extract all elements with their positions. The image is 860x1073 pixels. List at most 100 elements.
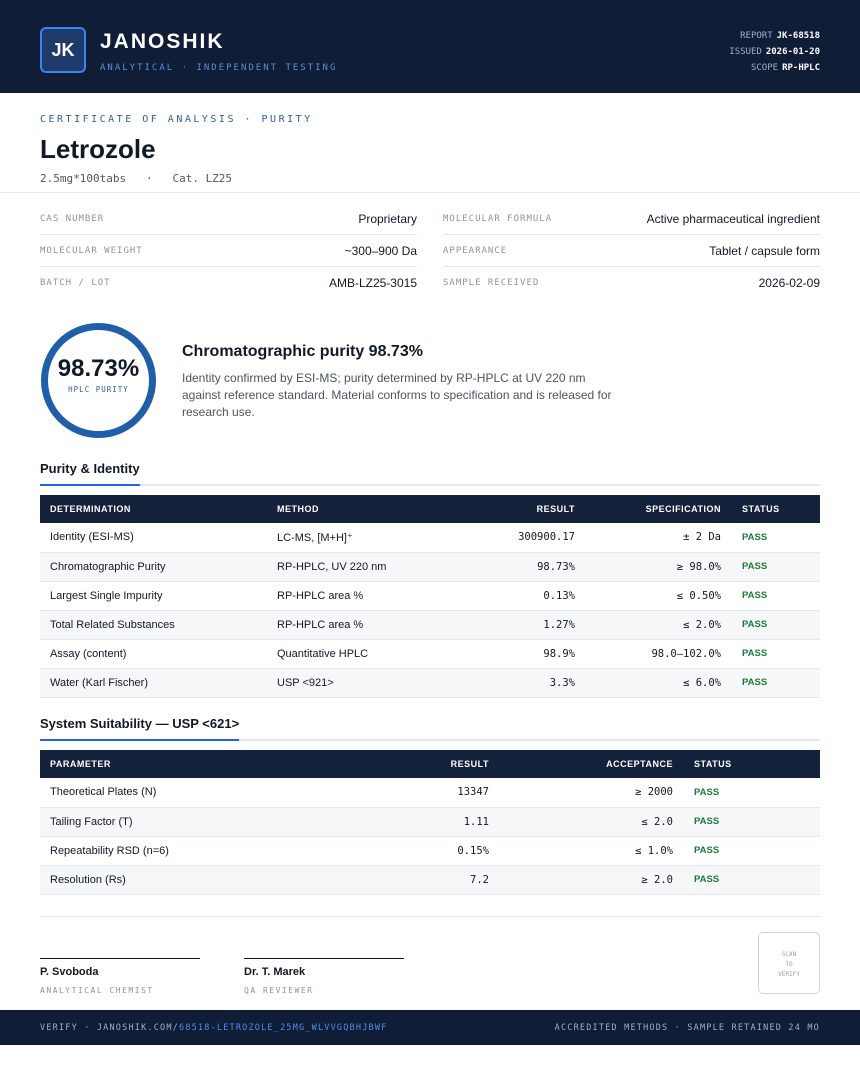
table-cell: ≤ 2.0 <box>490 807 674 837</box>
verify-line: VERIFY · JANOSHIK.COM/68518-LETROZOLE_25… <box>40 1023 387 1033</box>
table-cell: 1.27% <box>476 610 576 640</box>
table-row: Theoretical Plates (N) 13347 ≥ 2000 PASS <box>40 778 820 808</box>
tagline: ANALYTICAL · INDEPENDENT TESTING <box>100 63 338 73</box>
column-header: RESULT <box>340 750 490 778</box>
table-cell: PASS <box>674 865 820 895</box>
table-cell: Total Related Substances <box>40 610 276 640</box>
table-cell: Theoretical Plates (N) <box>40 778 340 808</box>
column-header: SPECIFICATION <box>576 495 722 523</box>
table-cell: Resolution (Rs) <box>40 865 340 895</box>
table-row: Chromatographic Purity RP-HPLC, UV 220 nm… <box>40 552 820 582</box>
table-cell: 300900.17 <box>476 523 576 553</box>
table-body: Theoretical Plates (N) 13347 ≥ 2000 PASS Tai… <box>40 778 820 895</box>
property: MOLECULAR FORMULA Active pharmaceutical i… <box>443 203 820 235</box>
stamp-text: SCAN <box>781 951 797 958</box>
table-cell: PASS <box>674 778 820 808</box>
table-cell: Water (Karl Fischer) <box>40 668 276 698</box>
table-cell: ≥ 2000 <box>490 778 674 808</box>
table-cell: ± 2 Da <box>576 523 722 553</box>
suitability-table: PARAMETER RESULT ACCEPTANCE STATUS Theoretic… <box>40 750 820 895</box>
properties: CAS NUMBER Proprietary MOLECULAR FORMULA Ac… <box>40 203 820 299</box>
column-header: STATUS <box>722 495 820 523</box>
property-value: AMB-LZ25-3015 <box>328 276 417 290</box>
property-value: Tablet / capsule form <box>709 243 820 258</box>
purity-ring <box>41 323 156 438</box>
signer-name: P. Svoboda <box>40 966 99 978</box>
purity-badge: 98.73% HPLC PURITY <box>40 355 157 394</box>
table-cell: 98.73% <box>476 552 576 582</box>
section-title-text: Purity & Identity <box>40 461 140 486</box>
table-cell: ≤ 2.0% <box>576 610 722 640</box>
property-value: Active pharmaceutical ingredient <box>646 211 820 226</box>
header-row: DETERMINATION METHOD RESULT SPECIFICATION ST… <box>40 495 820 523</box>
signer-role: QA REVIEWER <box>244 986 314 995</box>
meta-row: SCOPE RP-HPLC <box>729 60 820 76</box>
table-cell: ≥ 2.0 <box>490 865 674 895</box>
divider <box>40 916 820 917</box>
signer-name: Dr. T. Marek <box>244 966 306 978</box>
property-label: BATCH / LOT <box>40 278 111 288</box>
property: BATCH / LOT AMB-LZ25-3015 <box>40 267 417 299</box>
verify-prefix: VERIFY · JANOSHIK.COM/ <box>40 1023 179 1033</box>
logo: JK <box>40 27 86 73</box>
purity-label: HPLC PURITY <box>68 385 129 394</box>
column-header: DETERMINATION <box>40 495 276 523</box>
property-value: ~300–900 Da <box>344 243 417 258</box>
section-title-text: System Suitability — USP <621> <box>40 716 240 741</box>
signature: Dr. T. Marek QA REVIEWER <box>244 958 404 995</box>
property-label: APPEARANCE <box>443 245 508 256</box>
table-cell: Identity (ESI-MS) <box>40 523 276 553</box>
table-cell: RP-HPLC area % <box>276 581 476 611</box>
table-cell: LC-MS, [M+H]⁺ <box>276 523 476 553</box>
column-header: RESULT <box>476 495 576 523</box>
column-header: STATUS <box>674 750 820 778</box>
table-row: Total Related Substances RP-HPLC area % 1.… <box>40 610 820 640</box>
property-label: MOLECULAR FORMULA <box>443 213 553 224</box>
table-cell: ≤ 0.50% <box>576 581 722 611</box>
table-cell: 13347 <box>340 778 490 808</box>
property-label: SAMPLE RECEIVED <box>443 278 540 288</box>
meta-label: SCOPE <box>750 63 779 73</box>
table-cell: ≤ 1.0% <box>490 836 674 866</box>
section-title: Purity & Identity <box>40 460 820 486</box>
meta-label: REPORT <box>740 31 773 41</box>
table-cell: 3.3% <box>476 668 576 698</box>
purity-value: 98.73% <box>57 355 140 382</box>
table-cell: ≤ 6.0% <box>576 668 722 698</box>
summary-text: Identity confirmed by ESI-MS; purity det… <box>182 371 612 419</box>
summary-heading: Chromatographic purity 98.73% <box>182 343 423 360</box>
header: JK JANOSHIK ANALYTICAL · INDEPENDENT TES… <box>0 0 860 93</box>
table-cell: USP <921> <box>276 668 476 698</box>
table-head: DETERMINATION METHOD RESULT SPECIFICATION ST… <box>40 495 820 523</box>
property: APPEARANCE Tablet / capsule form <box>443 235 820 267</box>
property-value: 2026-02-09 <box>758 276 820 290</box>
table-cell: PASS <box>722 668 820 698</box>
table-cell: 7.2 <box>340 865 490 895</box>
table-row: Assay (content) Quantitative HPLC 98.9% 98.… <box>40 639 820 669</box>
footer: VERIFY · JANOSHIK.COM/68518-LETROZOLE_25… <box>0 1010 860 1045</box>
stamp-text: VERIFY <box>778 971 800 978</box>
table-cell: PASS <box>722 610 820 640</box>
meta-value: RP-HPLC <box>782 63 820 73</box>
table-cell: 98.0–102.0% <box>576 639 722 669</box>
signature: P. Svoboda ANALYTICAL CHEMIST <box>40 958 200 995</box>
table-cell: PASS <box>722 523 820 553</box>
table-cell: PASS <box>722 552 820 582</box>
meta-value: JK-68518 <box>776 31 820 41</box>
property-label: CAS NUMBER <box>40 213 105 224</box>
verify-link[interactable]: 68518-LETROZOLE_25MG_WLVVGQBHJBWF <box>178 1023 388 1033</box>
doc-subtitle: 2.5mg*100tabs · Cat. LZ25 <box>40 172 233 185</box>
header-row: PARAMETER RESULT ACCEPTANCE STATUS <box>40 750 820 778</box>
property: SAMPLE RECEIVED 2026-02-09 <box>443 267 820 299</box>
footer-note: ACCREDITED METHODS · SAMPLE RETAINED 24 … <box>554 1023 820 1033</box>
meta-label: ISSUED <box>729 47 762 57</box>
table-row: Identity (ESI-MS) LC-MS, [M+H]⁺ 300900.17 ±… <box>40 523 820 553</box>
property-label: MOLECULAR WEIGHT <box>40 245 143 256</box>
doc-title: Letrozole <box>40 134 156 164</box>
table-cell: PASS <box>722 639 820 669</box>
table-cell: ≥ 98.0% <box>576 552 722 582</box>
table-cell: PASS <box>722 581 820 611</box>
table-cell: 1.11 <box>340 807 490 837</box>
divider <box>0 192 860 193</box>
